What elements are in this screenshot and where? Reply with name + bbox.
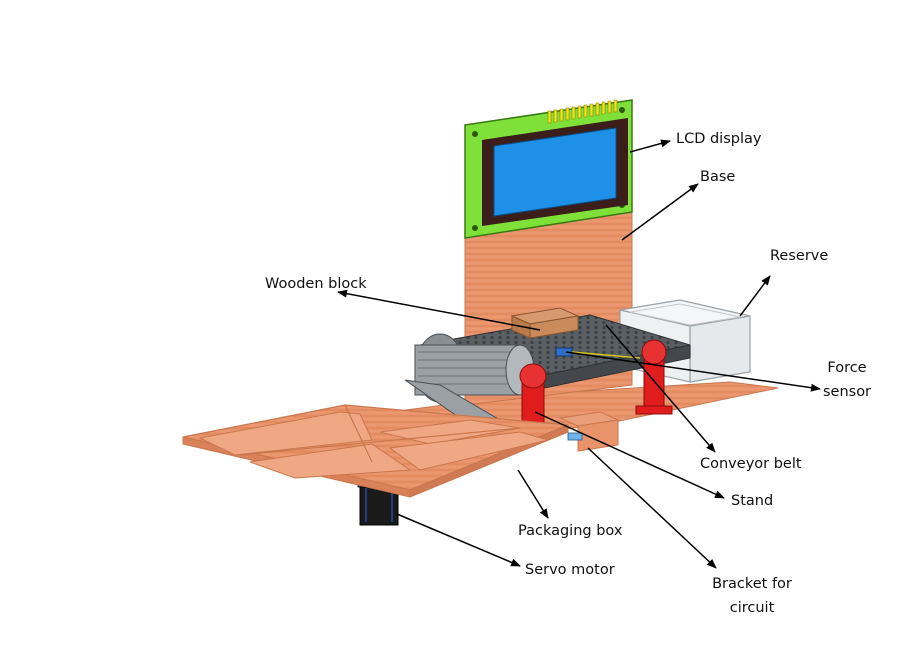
arrow-servo [396, 513, 521, 567]
label-force-sensor: Force sensor [812, 356, 882, 404]
label-force-sensor-line2: sensor [822, 384, 872, 400]
label-bracket-for-circuit: Bracket for circuit [700, 572, 804, 620]
label-base: Base [700, 169, 736, 185]
circuit-bracket [558, 411, 620, 452]
arrow-stand [534, 411, 725, 499]
lcd-pins [547, 99, 618, 124]
label-wooden-block: Wooden block [265, 276, 367, 292]
arrow-conveyor [605, 324, 716, 453]
packaging-box [182, 404, 569, 498]
label-bracket-line1: Bracket for [712, 576, 792, 592]
arrow-bracket [587, 447, 717, 569]
arrow-reserve [739, 275, 771, 317]
label-packaging-box: Packaging box [518, 523, 623, 539]
arrow-force-sensor [565, 351, 821, 392]
arrow-lcd [629, 139, 671, 153]
leader-arrows [337, 139, 821, 569]
label-stand: Stand [731, 493, 774, 509]
arrow-packaging [517, 469, 549, 519]
label-force-sensor-line1: Force [827, 360, 867, 376]
arrow-base [621, 183, 699, 241]
label-bracket-line2: circuit [729, 600, 775, 616]
label-servo-motor: Servo motor [525, 562, 615, 578]
force-sensor [555, 347, 641, 359]
arrow-wooden-block [337, 289, 541, 331]
lcd-module [464, 99, 633, 239]
label-reserve: Reserve [770, 248, 829, 264]
label-conveyor-belt: Conveyor belt [700, 456, 802, 472]
label-lcd-display: LCD display [676, 131, 762, 147]
